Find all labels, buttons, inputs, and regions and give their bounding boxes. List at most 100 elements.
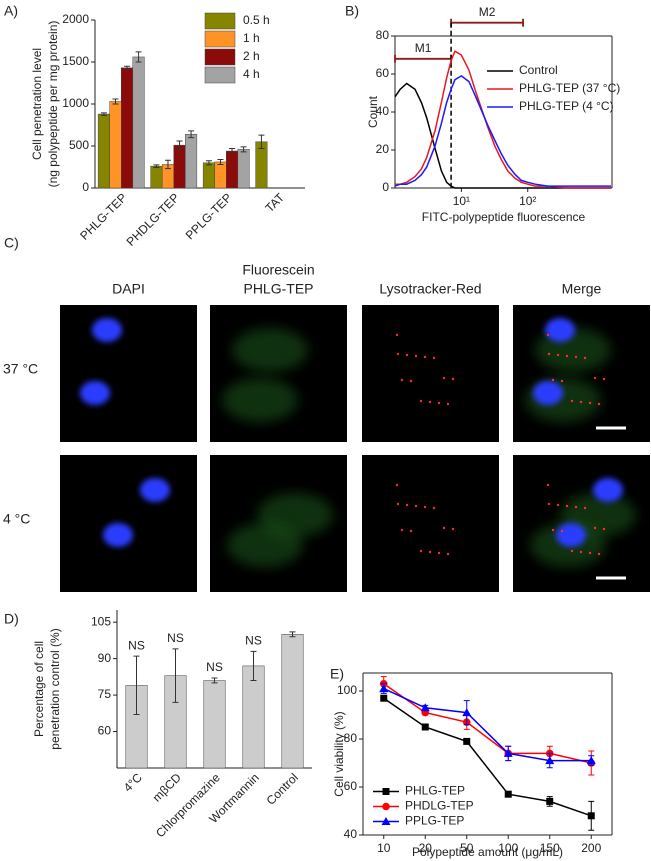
x-tick-label: 100 xyxy=(498,841,518,855)
micrograph xyxy=(210,305,347,442)
lysosome xyxy=(428,550,432,554)
lysosome xyxy=(546,333,550,337)
y-tick-label: 105 xyxy=(91,614,111,628)
lysosome xyxy=(396,352,400,356)
lysosome xyxy=(560,379,564,383)
lysosome xyxy=(405,353,409,357)
panel-label: C) xyxy=(4,235,19,251)
lysosome xyxy=(409,529,413,533)
error-bar xyxy=(217,158,224,165)
chart-panel: B) 0 20 40 60 80 Count FITC-polypeptide fluores… xyxy=(345,3,620,224)
x-axis-label: FITC-polypeptide fluorescence xyxy=(422,210,586,224)
bar xyxy=(202,162,215,189)
legend-label: 2 h xyxy=(243,49,260,63)
lysosome xyxy=(451,527,455,531)
y-axis-label: Count xyxy=(366,95,380,128)
gate-marker xyxy=(394,54,452,63)
error-bar xyxy=(205,160,212,166)
lysosome xyxy=(583,356,587,360)
lysosome xyxy=(547,352,551,356)
lysosome xyxy=(409,379,413,383)
series-line xyxy=(383,697,592,817)
y-tick-label: 0 xyxy=(382,180,389,194)
marker xyxy=(382,788,390,795)
significance-label: NS xyxy=(245,633,262,647)
bar xyxy=(150,165,163,189)
y-tick-label: 80 xyxy=(376,28,390,42)
panel-label: D) xyxy=(4,611,19,627)
x-tick-label: mβCD xyxy=(150,770,184,804)
cell-stain xyxy=(232,328,308,372)
lysosome xyxy=(579,550,583,554)
y-tick-label: 40 xyxy=(376,104,390,118)
lysosome xyxy=(570,399,574,403)
error-bar xyxy=(250,650,257,681)
bar xyxy=(173,144,186,189)
bar xyxy=(109,101,122,189)
lysosome xyxy=(602,527,606,531)
panel-label: E) xyxy=(330,666,344,682)
micrograph xyxy=(362,455,499,592)
x-tick-label: 10 xyxy=(377,841,391,855)
error-bar xyxy=(124,65,131,71)
y-tick-label: 40 xyxy=(344,827,358,841)
nucleus xyxy=(80,381,110,405)
x-tick-label: PHLG-TEP xyxy=(77,190,129,242)
y-tick-label: 60 xyxy=(344,779,358,793)
chart-panel: D) 60 75 90 105 Percentage of cell penetration… xyxy=(4,610,312,840)
marker xyxy=(420,703,430,712)
legend-label: PHLG-TEP (37 °C) xyxy=(519,81,620,95)
marker xyxy=(421,723,429,731)
y-tick-label: 500 xyxy=(69,138,89,152)
bar xyxy=(226,150,239,189)
y-tick-label: 0 xyxy=(82,180,89,194)
marker xyxy=(379,684,389,693)
lysosome xyxy=(423,505,427,509)
bar xyxy=(242,665,265,769)
lysosome xyxy=(419,549,423,553)
column-header: Merge xyxy=(562,281,602,297)
marker xyxy=(587,812,595,820)
error-bar xyxy=(289,631,296,638)
lysosome xyxy=(437,551,441,555)
legend-swatch xyxy=(204,66,236,84)
bar xyxy=(121,67,134,189)
x-tick-label: Control xyxy=(264,770,301,807)
x-tick-label: TAT xyxy=(262,190,287,215)
legend-label: PHDLG-TEP xyxy=(405,799,474,813)
y-tick-label: 60 xyxy=(98,724,112,738)
error-bar xyxy=(240,146,247,153)
y-tick-label: 20 xyxy=(376,142,390,156)
lysosome xyxy=(442,376,446,380)
marker xyxy=(381,817,391,825)
lysosome xyxy=(400,528,404,532)
lysosome xyxy=(551,378,555,382)
lysosome xyxy=(570,549,574,553)
microscopy-panel: C) DAPI Fluorescein PHLG-TEP Lysotracker-Red… xyxy=(3,235,650,592)
error-bar xyxy=(112,98,119,105)
y-tick-label: 100 xyxy=(337,683,357,697)
y-axis-label: Cell penetration level xyxy=(30,48,44,160)
y-tick-label: 60 xyxy=(376,66,390,80)
micrograph xyxy=(60,455,197,592)
lysosome xyxy=(565,504,569,508)
marker xyxy=(503,748,513,757)
series-line xyxy=(394,82,612,189)
y-tick-label: 75 xyxy=(98,687,112,701)
column-header: Fluorescein xyxy=(242,262,314,278)
nucleus xyxy=(92,318,122,342)
micrograph xyxy=(513,305,650,442)
lysosome xyxy=(414,504,418,508)
gate-label: M2 xyxy=(479,5,496,19)
error-bar xyxy=(153,164,160,168)
cell-stain xyxy=(222,378,298,422)
lysosome xyxy=(395,333,399,337)
nucleus xyxy=(140,478,170,502)
lysosome xyxy=(451,377,455,381)
lysosome xyxy=(414,354,418,358)
legend-swatch xyxy=(204,48,236,66)
bar xyxy=(214,161,227,189)
chart-panel: A) 0 500 1000 1500 2000 Cell penetration level… xyxy=(4,3,305,249)
x-tick-label: 20 xyxy=(419,841,433,855)
lysosome xyxy=(547,502,551,506)
